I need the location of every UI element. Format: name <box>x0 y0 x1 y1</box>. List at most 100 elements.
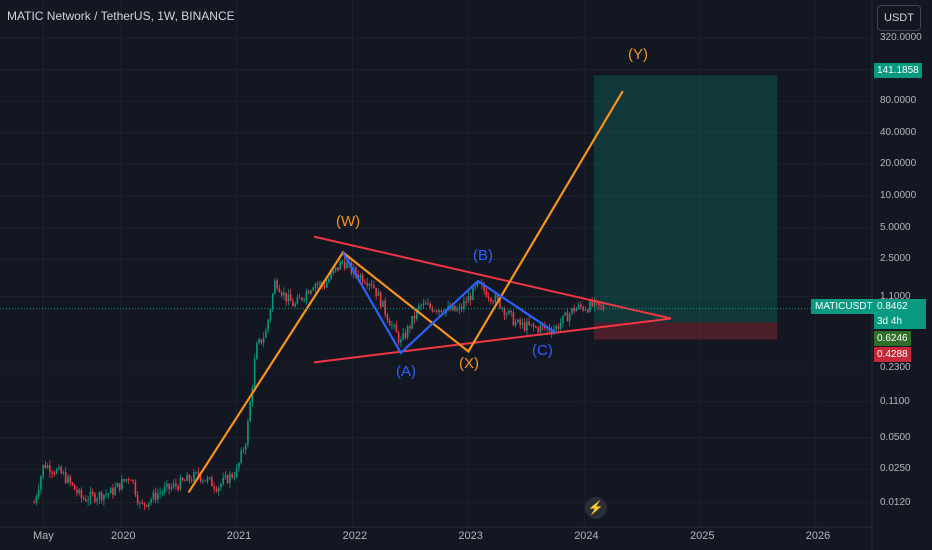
currency-button[interactable]: USDT <box>877 5 921 31</box>
candle-body <box>240 450 242 463</box>
candle-body <box>334 267 337 271</box>
candle-body <box>370 283 373 286</box>
candle-body <box>400 339 402 343</box>
candle-body <box>598 301 600 306</box>
candle-body <box>427 303 429 305</box>
candle-body <box>42 464 44 477</box>
time-tick-label: 2023 <box>458 530 483 542</box>
candle-body <box>366 283 368 286</box>
candle-body <box>53 473 56 475</box>
candle-body <box>37 489 40 497</box>
candle-body <box>148 502 150 507</box>
candle-body <box>433 310 436 312</box>
candle-body <box>330 272 332 279</box>
candle-body <box>157 493 159 500</box>
candle-body <box>103 494 105 501</box>
candle-body <box>141 502 143 504</box>
candle-body <box>55 469 58 474</box>
symbol-badge: MATICUSDT <box>811 299 877 314</box>
candle-body <box>319 282 321 285</box>
candle-body <box>499 298 501 309</box>
candle-body <box>550 330 553 333</box>
candle-body <box>168 483 170 489</box>
price-tick-label: 5.0000 <box>880 221 911 233</box>
candle-body <box>154 492 157 500</box>
time-tick-label: 2022 <box>342 530 368 542</box>
candle-body <box>303 299 305 301</box>
candle-body <box>339 262 341 270</box>
candle-body <box>568 313 571 322</box>
candle-body <box>107 493 110 495</box>
candle-body <box>60 467 62 474</box>
candle-body <box>265 330 267 338</box>
candle-body <box>382 300 384 307</box>
wave-label-w: (W) <box>336 213 361 230</box>
candle-body <box>391 324 393 326</box>
candle-body <box>269 309 272 320</box>
candle-body <box>397 332 400 343</box>
price-tick-label: 0.0120 <box>880 496 911 508</box>
candle-body <box>316 283 319 285</box>
candle-body <box>431 307 434 312</box>
candle-body <box>332 270 335 273</box>
candle-body <box>341 261 344 263</box>
candle-body <box>544 326 546 329</box>
candle-body <box>161 492 164 494</box>
candle-body <box>85 499 87 502</box>
candle-body <box>325 282 328 288</box>
candle-body <box>260 339 263 343</box>
candle-body <box>323 285 326 288</box>
candle-body <box>505 313 508 316</box>
countdown-badge: 3d 4h <box>874 314 926 329</box>
candle-body <box>530 324 533 326</box>
candle-body <box>485 290 488 297</box>
candle-body <box>420 305 422 307</box>
wave-wxy-line <box>187 90 624 494</box>
candle-body <box>256 343 258 360</box>
candle-body <box>539 325 542 333</box>
candle-body <box>355 267 357 275</box>
candle-body <box>76 489 78 494</box>
candle-body <box>521 322 524 325</box>
candle-body <box>67 476 69 483</box>
candle-body <box>123 479 125 481</box>
candle-body <box>276 280 278 289</box>
price-tick-label: 40.0000 <box>880 126 917 138</box>
candle-body <box>519 319 521 325</box>
target-price-badge: 141.1858 <box>874 63 922 78</box>
candle-body <box>33 502 35 504</box>
candle-body <box>557 325 560 329</box>
candle-body <box>564 312 566 316</box>
candle-body <box>58 467 60 470</box>
candle-body <box>127 478 130 480</box>
candle-body <box>249 402 251 422</box>
candle-body <box>451 305 454 310</box>
candle-body <box>454 305 456 311</box>
candle-body <box>589 301 591 312</box>
price-axis[interactable]: 0.0120 0.0250 0.0500 0.1100 0.2300 1.1000 2.50… <box>872 0 932 527</box>
time-tick-label: May <box>33 530 54 542</box>
candle-body <box>91 491 94 494</box>
candle-body <box>429 303 431 308</box>
candle-body <box>280 292 283 296</box>
candle-body <box>357 274 359 279</box>
candle-body <box>177 486 179 490</box>
candle-body <box>80 489 83 498</box>
candle-body <box>514 322 517 326</box>
candle-body <box>440 310 443 313</box>
candle-body <box>510 310 512 313</box>
candle-body <box>294 303 296 307</box>
candle-body <box>517 319 519 323</box>
candle-body <box>150 499 152 503</box>
symbol-title: MATIC Network / TetherUS, 1W, BINANCE <box>7 9 235 23</box>
candle-body <box>139 502 141 504</box>
bolt-icon[interactable]: ⚡ <box>585 497 607 519</box>
candle-body <box>476 281 479 287</box>
candle-body <box>274 280 276 294</box>
candle-body <box>602 305 605 311</box>
candle-body <box>535 326 537 328</box>
candle-body <box>562 315 564 324</box>
wave-label-c: (C) <box>532 342 553 359</box>
candle-body <box>388 320 391 326</box>
